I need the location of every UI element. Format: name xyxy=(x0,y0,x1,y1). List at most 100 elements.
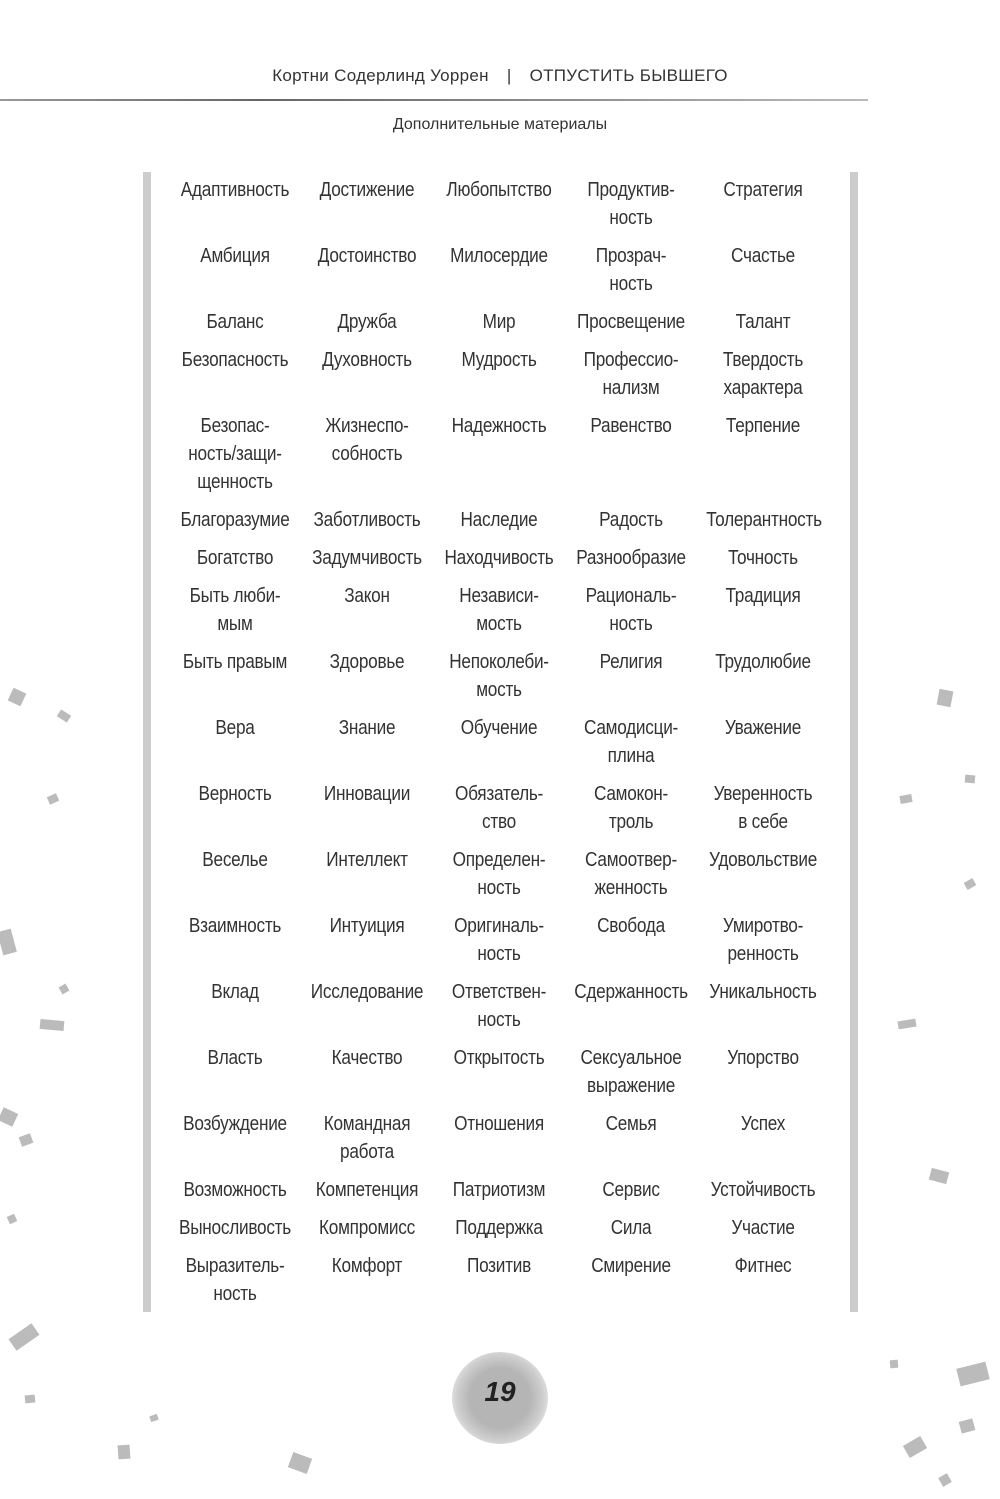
table-cell: Религия xyxy=(599,651,663,673)
confetti-piece xyxy=(963,878,977,890)
table-cell: Здоровье xyxy=(329,651,405,673)
table-cell: Самодисци- плина xyxy=(583,717,679,767)
table-cell: Семья xyxy=(605,1113,657,1135)
table-cell: Адаптивность xyxy=(180,179,290,201)
table-cell: Самокон- троль xyxy=(593,783,669,833)
table-row: Безопас- ность/защи- щенность Жизнеспо- с… xyxy=(169,412,829,506)
table-cell: Умиротво- ренность xyxy=(722,915,804,965)
table-row: Выразитель- ность Комфорт Позитив Смирение Ф… xyxy=(169,1252,829,1318)
table-cell: Трудолюбие xyxy=(715,651,811,673)
table-row: Быть люби- мым Закон Независи- мость Рацион… xyxy=(169,582,829,648)
table-cell: Задумчивость xyxy=(312,547,422,569)
table-cell: Участие xyxy=(731,1217,795,1239)
header-separator: | xyxy=(506,66,512,85)
table-cell: Рациональ- ность xyxy=(585,585,677,635)
confetti-piece xyxy=(7,687,27,707)
table-cell: Успех xyxy=(740,1113,786,1135)
table-cell: Определен- ность xyxy=(452,849,546,899)
table-row: Амбиция Достоинство Милосердие Прозрач- нос… xyxy=(169,242,829,308)
confetti-piece xyxy=(39,1018,65,1032)
table-cell: Вера xyxy=(215,717,255,739)
confetti-piece xyxy=(958,1418,976,1434)
confetti-piece xyxy=(936,688,954,708)
table-cell: Безопасность xyxy=(181,349,289,371)
table-cell: Сдержанность xyxy=(574,981,688,1003)
confetti-piece xyxy=(928,1167,950,1185)
left-border-bar xyxy=(143,172,151,1312)
table-row: Богатство Задумчивость Находчивость Разнооб… xyxy=(169,544,829,582)
table-cell: Сила xyxy=(610,1217,652,1239)
table-cell: Возбуждение xyxy=(183,1113,287,1135)
confetti-piece xyxy=(902,1435,928,1459)
page-number: 19 xyxy=(484,1376,516,1407)
table-cell: Знание xyxy=(338,717,396,739)
table-cell: Удовольствие xyxy=(708,849,818,871)
table-cell: Любопытство xyxy=(446,179,552,201)
author-name: Кортни Содерлинд Уоррен xyxy=(272,66,489,85)
table-cell: Самоотвер- женность xyxy=(585,849,677,899)
table-cell: Наследие xyxy=(460,509,538,531)
table-row: Баланс Дружба Мир Просвещение Талант xyxy=(169,308,829,346)
confetti-piece xyxy=(149,1413,159,1423)
table-cell: Смирение xyxy=(591,1255,671,1277)
confetti-piece xyxy=(24,1394,36,1404)
table-cell: Стратегия xyxy=(723,179,803,201)
table-cell: Духовность xyxy=(322,349,412,371)
table-cell: Сексуальное выражение xyxy=(580,1047,682,1097)
confetti-piece xyxy=(56,709,72,723)
confetti-piece xyxy=(956,1361,990,1387)
table-cell: Прозрач- ность xyxy=(595,245,667,295)
confetti-piece xyxy=(8,1323,40,1351)
values-table: Адаптивность Достижение Любопытство Продукт… xyxy=(169,176,829,1318)
table-cell: Точность xyxy=(728,547,798,569)
table-row: Возбуждение Командная работа Отношения Семь… xyxy=(169,1110,829,1176)
confetti-piece xyxy=(58,983,70,995)
table-cell: Обучение xyxy=(460,717,538,739)
right-border-bar xyxy=(850,172,858,1312)
table-cell: Верность xyxy=(198,783,272,805)
table-cell: Патриотизм xyxy=(452,1179,546,1201)
confetti-piece xyxy=(938,1473,952,1487)
table-cell: Твердость характера xyxy=(722,349,804,399)
table-cell: Жизнеспо- собность xyxy=(325,415,409,465)
table-row: Верность Инновации Обязатель- ство Самокон-… xyxy=(169,780,829,846)
section-title: Дополнительные материалы xyxy=(392,116,608,133)
table-cell: Безопас- ность/защи- щенность xyxy=(188,415,282,493)
table-cell: Вклад xyxy=(211,981,259,1003)
confetti-piece xyxy=(46,793,60,805)
table-cell: Веселье xyxy=(202,849,268,871)
table-cell: Богатство xyxy=(196,547,274,569)
table-cell: Ответствен- ность xyxy=(451,981,547,1031)
table-row: Быть правым Здоровье Непоколеби- мость Рели… xyxy=(169,648,829,714)
table-cell: Достижение xyxy=(319,179,415,201)
table-row: Безопасность Духовность Мудрость Профессио-… xyxy=(169,346,829,412)
table-cell: Уникальность xyxy=(709,981,817,1003)
table-cell: Амбиция xyxy=(200,245,270,267)
book-title: ОТПУСТИТЬ БЫВШЕГО xyxy=(529,66,728,85)
table-cell: Непоколеби- мость xyxy=(449,651,549,701)
table-cell: Власть xyxy=(207,1047,263,1069)
table-cell: Оригиналь- ность xyxy=(454,915,544,965)
table-cell: Разнообразие xyxy=(576,547,686,569)
table-cell: Профессио- нализм xyxy=(583,349,679,399)
table-cell: Устойчивость xyxy=(710,1179,816,1201)
table-cell: Компромисс xyxy=(319,1217,415,1239)
table-cell: Качество xyxy=(331,1047,403,1069)
table-cell: Радость xyxy=(599,509,663,531)
table-cell: Интуиция xyxy=(329,915,405,937)
table-cell: Фитнес xyxy=(734,1255,792,1277)
table-cell: Обязатель- ство xyxy=(454,783,544,833)
table-cell: Мир xyxy=(482,311,516,333)
table-cell: Счастье xyxy=(731,245,795,267)
table-cell: Находчивость xyxy=(444,547,554,569)
table-cell: Милосердие xyxy=(450,245,548,267)
table-cell: Командная работа xyxy=(323,1113,411,1163)
table-cell: Продуктив- ность xyxy=(587,179,675,229)
table-row: Выносливость Компромисс Поддержка Сила Участ… xyxy=(169,1214,829,1252)
table-cell: Быть люби- мым xyxy=(189,585,281,635)
table-cell: Упорство xyxy=(727,1047,799,1069)
table-cell: Традиция xyxy=(725,585,801,607)
confetti-piece xyxy=(0,928,17,956)
table-cell: Выразитель- ность xyxy=(185,1255,285,1305)
table-cell: Комфорт xyxy=(331,1255,403,1277)
